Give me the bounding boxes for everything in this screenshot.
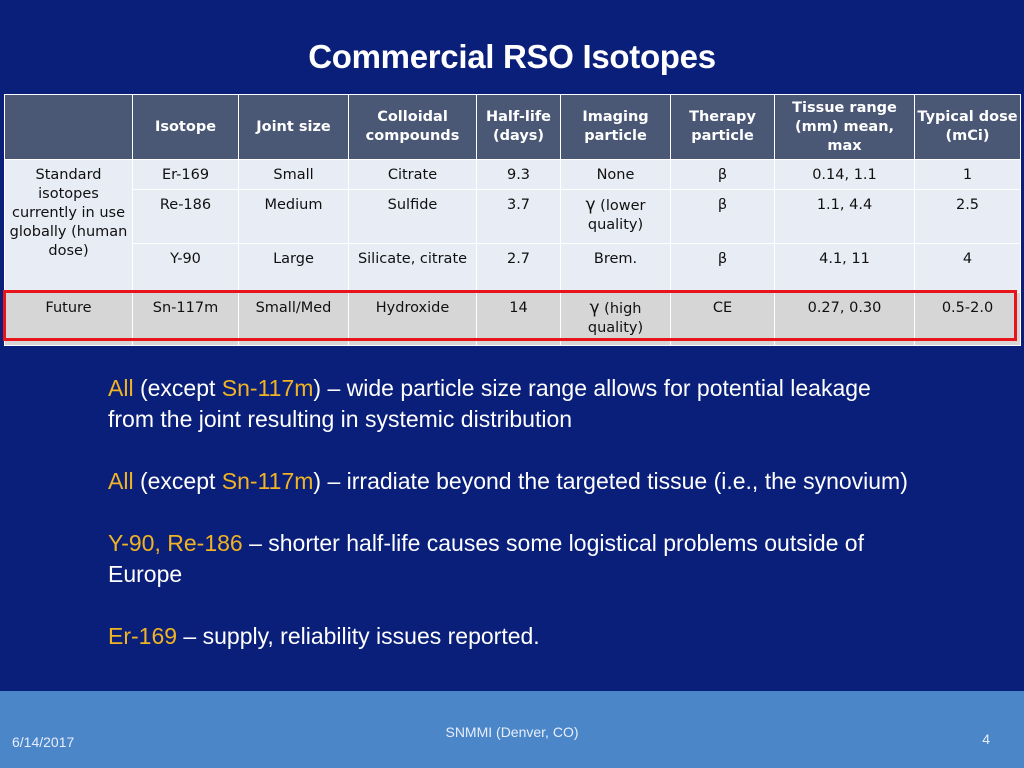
bullet-list: All (except Sn-117m) – wide particle siz… xyxy=(108,373,908,683)
cell-joint-size: Large xyxy=(238,243,349,293)
bullet-item: Er-169 – supply, reliability issues repo… xyxy=(108,621,908,652)
cell-therapy: β xyxy=(670,243,775,293)
table-row-future: Future Sn-117m Small/Med Hydroxide 14 γ … xyxy=(4,292,1021,346)
cell-colloidal: Sulfide xyxy=(348,189,477,244)
cell-joint-size: Small xyxy=(238,159,349,190)
cell-therapy: β xyxy=(670,189,775,244)
cell-imaging: γ (high quality) xyxy=(560,292,671,346)
cell-colloidal: Hydroxide xyxy=(348,292,477,346)
cell-tissue-range: 0.27, 0.30 xyxy=(774,292,915,346)
cell-dose: 0.5-2.0 xyxy=(914,292,1021,346)
bullet-text: ) – irradiate beyond the targeted tissue… xyxy=(313,468,908,494)
bullet-item: All (except Sn-117m) – irradiate beyond … xyxy=(108,466,908,497)
future-group-label: Future xyxy=(4,292,133,346)
table-row: Y-90 Large Silicate, citrate 2.7 Brem. β… xyxy=(5,243,1021,293)
cell-joint-size: Medium xyxy=(238,189,349,244)
bullet-text: – shorter half-life causes some logistic… xyxy=(108,530,864,587)
bullet-text: (except xyxy=(133,375,222,401)
cell-joint-size: Small/Med xyxy=(238,292,349,346)
standard-group-label: Standard isotopes currently in use globa… xyxy=(4,159,133,293)
cell-imaging: None xyxy=(560,159,671,190)
page-number: 4 xyxy=(982,731,990,747)
cell-isotope: Er-169 xyxy=(132,159,239,190)
cell-isotope: Re-186 xyxy=(132,189,239,244)
header-half-life: Half-life (days) xyxy=(476,94,561,160)
gamma-symbol: γ xyxy=(585,195,596,215)
cell-tissue-range: 4.1, 11 xyxy=(774,243,915,293)
header-dose: Typical dose (mCi) xyxy=(914,94,1021,160)
cell-half-life: 9.3 xyxy=(476,159,561,190)
gamma-symbol: γ xyxy=(589,298,600,318)
bullet-text: – supply, reliability issues reported. xyxy=(177,623,540,649)
cell-dose: 1 xyxy=(914,159,1021,190)
cell-tissue-range: 1.1, 4.4 xyxy=(774,189,915,244)
footer-date: 6/14/2017 xyxy=(12,734,75,750)
cell-therapy: CE xyxy=(670,292,775,346)
bullet-item: Y-90, Re-186 – shorter half-life causes … xyxy=(108,528,908,590)
header-isotope: Isotope xyxy=(132,94,239,160)
cell-imaging: γ (lower quality) xyxy=(560,189,671,244)
cell-dose: 4 xyxy=(914,243,1021,293)
cell-isotope: Sn-117m xyxy=(132,292,239,346)
imaging-note: (lower quality) xyxy=(587,198,646,233)
bullet-item: All (except Sn-117m) – wide particle siz… xyxy=(108,373,908,435)
cell-isotope: Y-90 xyxy=(132,243,239,293)
imaging-note: (high quality) xyxy=(587,301,644,336)
bullet-highlight: All xyxy=(108,468,134,494)
bullet-highlight: Y-90, Re-186 xyxy=(108,530,243,556)
isotope-table: Isotope Joint size Colloidal compounds H… xyxy=(4,94,1021,346)
slide-title: Commercial RSO Isotopes xyxy=(308,38,716,75)
bullet-highlight: Sn-117m xyxy=(221,468,314,494)
table-row: Re-186 Medium Sulfide 3.7 γ (lower quali… xyxy=(5,189,1021,244)
table-row: Standard isotopes currently in use globa… xyxy=(4,159,1021,293)
cell-half-life: 2.7 xyxy=(476,243,561,293)
bullet-highlight: All xyxy=(108,375,134,401)
header-therapy: Therapy particle xyxy=(670,94,775,160)
footer-center-text: SNMMI (Denver, CO) xyxy=(445,724,579,740)
footer-bar xyxy=(0,691,1024,768)
header-tissue-range: Tissue range (mm) mean, max xyxy=(774,94,915,160)
bullet-highlight: Sn-117m xyxy=(221,375,314,401)
table-header-row: Isotope Joint size Colloidal compounds H… xyxy=(4,94,1021,160)
bullet-text: (except xyxy=(133,468,222,494)
cell-therapy: β xyxy=(670,159,775,190)
header-joint-size: Joint size xyxy=(238,94,349,160)
header-group xyxy=(4,94,133,160)
cell-tissue-range: 0.14, 1.1 xyxy=(774,159,915,190)
header-colloidal: Colloidal compounds xyxy=(348,94,477,160)
cell-colloidal: Silicate, citrate xyxy=(348,243,477,293)
header-imaging: Imaging particle xyxy=(560,94,671,160)
bullet-text: ) – wide particle size range allows for … xyxy=(108,375,871,432)
bullet-highlight: Er-169 xyxy=(108,623,178,649)
cell-dose: 2.5 xyxy=(914,189,1021,244)
cell-colloidal: Citrate xyxy=(348,159,477,190)
cell-imaging: Brem. xyxy=(560,243,671,293)
cell-half-life: 14 xyxy=(476,292,561,346)
cell-half-life: 3.7 xyxy=(476,189,561,244)
